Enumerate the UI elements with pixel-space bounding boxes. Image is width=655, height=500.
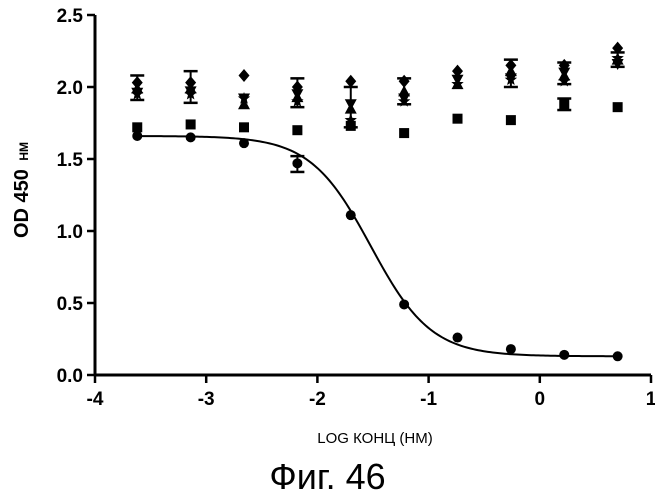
data-point-square	[505, 115, 516, 126]
data-point-circle	[505, 344, 516, 355]
x-tick-label: -4	[87, 389, 104, 410]
y-tick-label: 1.0	[57, 222, 83, 243]
x-axis-label: LOG КОНЦ (НМ)	[317, 430, 433, 447]
data-marks	[131, 41, 624, 362]
fit-curve-layer	[137, 135, 618, 358]
data-point-inverted-triangle	[291, 89, 304, 101]
data-point-square	[399, 128, 410, 139]
tick-labels: -4 -3 -2 -1 0 1 0.0 0.5 1.0 1.5 2.0 2.5	[57, 6, 655, 410]
x-tick-label: -1	[420, 389, 437, 410]
data-point-star	[451, 77, 464, 90]
data-point-star	[131, 87, 144, 100]
data-point-inverted-triangle	[558, 67, 571, 79]
data-point-square	[559, 99, 570, 110]
data-point-circle	[399, 299, 410, 310]
data-point-square	[452, 113, 463, 124]
data-point-circle	[185, 132, 196, 143]
y-tick-label: 2.5	[57, 6, 84, 27]
data-point-star	[237, 92, 251, 104]
data-point-circle	[559, 349, 570, 360]
x-tick-label: 1	[646, 389, 655, 410]
y-tick-label: 0.0	[57, 366, 83, 387]
x-tick-label: -3	[198, 389, 215, 410]
data-point-star	[558, 74, 571, 87]
data-point-star	[184, 87, 197, 100]
data-point-inverted-triangle	[344, 99, 357, 111]
y-axis-label: OD 450 НМ	[11, 142, 33, 238]
data-point-circle	[452, 332, 463, 343]
chart: -4 -3 -2 -1 0 1 0.0 0.5 1.0 1.5 2.0 2.5 LOG КОНЦ (Н…	[11, 6, 655, 447]
x-tick-label: 0	[535, 389, 546, 410]
y-axis-label-unit: НМ	[17, 142, 31, 161]
data-point-circle	[132, 130, 143, 141]
data-point-square	[185, 119, 196, 130]
data-point-square	[239, 122, 250, 133]
data-point-diamond	[345, 74, 357, 88]
fit-curve	[137, 135, 618, 358]
data-point-circle	[292, 158, 303, 169]
y-tick-label: 2.0	[57, 78, 83, 99]
data-point-square	[292, 125, 303, 136]
data-point-diamond	[238, 68, 250, 82]
data-point-diamond	[398, 74, 410, 88]
axes	[87, 13, 653, 383]
figure-caption: Фиг. 46	[269, 456, 386, 497]
data-point-square	[612, 102, 623, 113]
y-axis-label-main: OD 450	[11, 169, 33, 238]
data-point-square	[132, 122, 143, 133]
data-point-star	[397, 94, 411, 107]
data-point-star	[504, 73, 518, 86]
x-tick-label: -2	[309, 389, 326, 410]
data-point-star	[611, 51, 624, 64]
error-bar-layer	[130, 51, 625, 174]
data-point-star	[344, 113, 357, 126]
data-point-circle	[612, 351, 623, 362]
data-point-circle	[239, 138, 250, 149]
data-point-square	[345, 120, 356, 131]
data-point-circle	[345, 210, 356, 221]
y-tick-label: 0.5	[57, 294, 84, 315]
data-point-diamond	[452, 64, 464, 78]
data-point-diamond	[612, 41, 624, 55]
y-tick-label: 1.5	[57, 150, 84, 171]
data-point-star	[291, 94, 304, 107]
